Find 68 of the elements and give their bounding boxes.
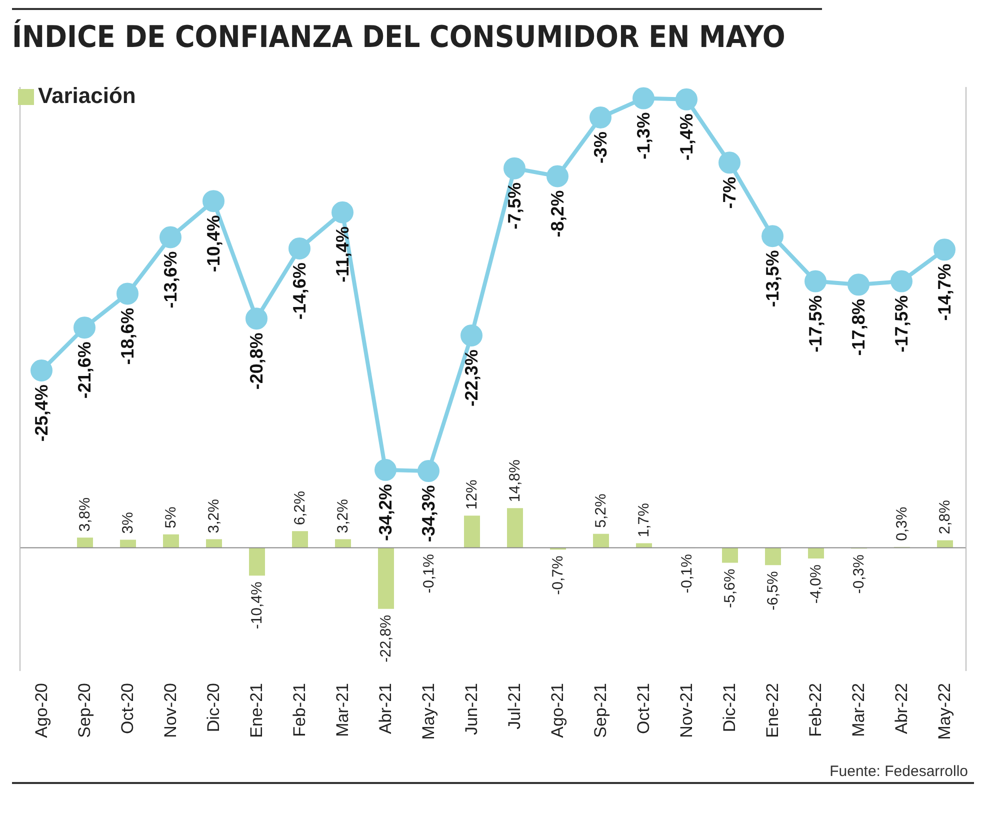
- data-label: 3,2%: [206, 498, 222, 534]
- data-label: -7%: [720, 176, 740, 209]
- data-label: 6,2%: [292, 490, 308, 526]
- data-label: -7,5%: [504, 182, 524, 230]
- x-tick-label: May-21: [419, 683, 438, 740]
- data-label: -22,8%: [378, 614, 394, 662]
- data-label: -5,6%: [722, 568, 738, 608]
- data-label: 2,8%: [936, 500, 954, 534]
- x-tick-label: Nov-20: [161, 683, 180, 738]
- data-label: -1,4%: [676, 113, 696, 160]
- data-label: -0,3%: [850, 554, 868, 594]
- data-label: -3%: [590, 132, 610, 164]
- source-note: Fuente: Fedesarrollo: [828, 762, 969, 782]
- data-label: -10,4%: [204, 215, 224, 272]
- x-tick-label: Ago-20: [32, 683, 51, 738]
- x-tick-label: Sep-20: [75, 683, 94, 738]
- x-tick-label: Feb-21: [290, 683, 309, 737]
- data-label: -13,5%: [762, 250, 782, 308]
- data-label: 5,2%: [592, 494, 610, 528]
- data-label: -10,4%: [248, 582, 266, 630]
- x-tick-label: Ago-21: [548, 683, 567, 738]
- x-tick-label: Sep-21: [591, 683, 610, 738]
- data-label: -17,5%: [806, 295, 826, 352]
- data-label: -11,4%: [332, 226, 352, 282]
- data-label: -34,3%: [418, 485, 438, 542]
- data-label: -25,4%: [32, 384, 52, 442]
- x-tick-label: May-22: [935, 683, 954, 740]
- data-label: -0,7%: [550, 556, 566, 595]
- chart-title: ÍNDICE DE CONFIANZA DEL CONSUMIDOR EN MAYO: [11, 18, 786, 57]
- data-label: 3,2%: [334, 498, 352, 534]
- x-tick-label: Dic-20: [204, 683, 223, 732]
- data-label: -14,7%: [934, 264, 954, 321]
- x-tick-label: Abr-22: [892, 683, 911, 734]
- x-tick-label: Oct-21: [634, 683, 653, 734]
- data-label: 0,3%: [894, 506, 910, 541]
- data-label: -1,3%: [634, 112, 654, 160]
- data-label: -18,6%: [118, 308, 138, 365]
- data-label: 1,7%: [636, 503, 652, 538]
- data-label: -34,2%: [376, 484, 396, 541]
- data-label: 5%: [162, 506, 180, 528]
- data-label: -17,5%: [892, 295, 912, 352]
- x-tick-label: Dic-21: [720, 683, 739, 732]
- data-label: -13,6%: [160, 251, 180, 308]
- data-label: 14,8%: [506, 460, 524, 502]
- data-label: -20,8%: [246, 332, 266, 390]
- data-label: -4,0%: [808, 564, 824, 604]
- x-tick-label: Ene-21: [247, 683, 266, 738]
- data-label: -17,8%: [848, 298, 868, 356]
- x-tick-label: Nov-21: [677, 683, 696, 738]
- x-tick-label: Mar-22: [849, 683, 868, 737]
- data-label: 3%: [120, 512, 136, 534]
- data-label: -8,2%: [548, 190, 568, 238]
- x-tick-label: Feb-22: [806, 683, 825, 737]
- x-tick-label: Abr-21: [376, 683, 395, 734]
- legend-label: Variación: [38, 83, 136, 108]
- x-tick-label: Jun-21: [462, 683, 481, 735]
- x-tick-label: Mar-21: [333, 683, 352, 737]
- data-label: -21,6%: [74, 342, 94, 399]
- data-label: -22,3%: [462, 350, 482, 407]
- data-label: -0,1%: [678, 554, 696, 594]
- x-tick-label: Oct-20: [118, 683, 137, 734]
- x-tick-label: Ene-22: [763, 683, 782, 738]
- x-tick-label: Jul-21: [505, 683, 524, 730]
- data-label: -14,6%: [290, 262, 310, 320]
- data-label: 3,8%: [76, 497, 94, 532]
- data-label: -0,1%: [420, 554, 438, 594]
- data-label: -6,5%: [764, 571, 782, 610]
- data-label: 12%: [464, 480, 480, 510]
